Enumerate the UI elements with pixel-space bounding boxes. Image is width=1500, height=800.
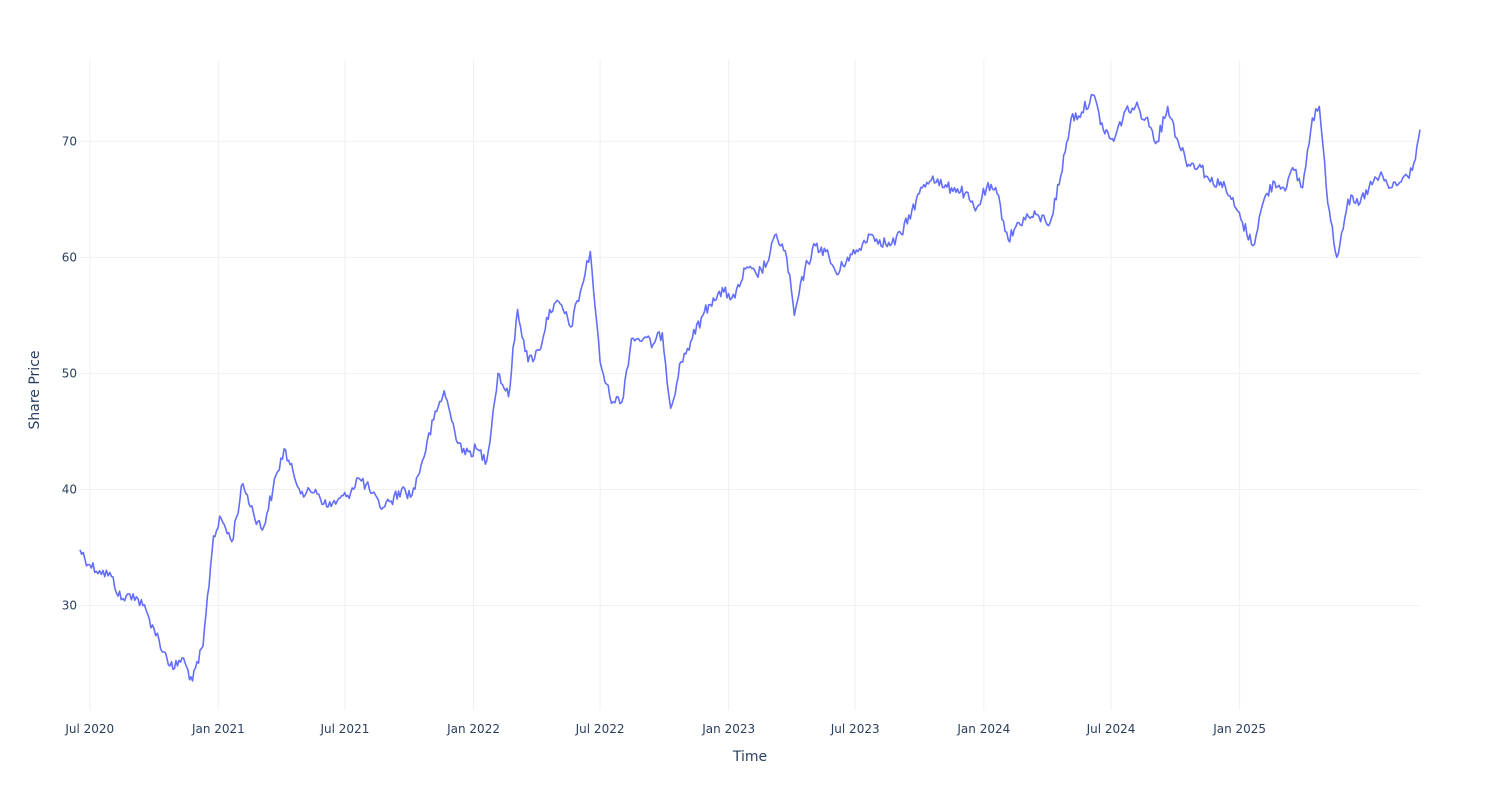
y-axis-title: Share Price (27, 350, 43, 429)
x-tick-label: Jan 2023 (701, 722, 755, 736)
y-tick-label: 70 (62, 134, 77, 148)
y-tick-label: 30 (62, 599, 77, 613)
y-tick-label: 50 (62, 366, 77, 380)
y-tick-label: 40 (62, 482, 77, 496)
x-tick-label: Jan 2024 (956, 722, 1010, 736)
x-tick-label: Jul 2021 (320, 722, 370, 736)
x-tick-label: Jul 2020 (64, 722, 114, 736)
x-tick-labels: Jul 2020 Jan 2021 Jul 2021 Jan 2022 Jul 2022… (64, 722, 1266, 736)
x-tick-label: Jan 2022 (446, 722, 500, 736)
series-line (79, 94, 1421, 682)
x-tick-label: Jan 2021 (191, 722, 245, 736)
x-tick-label: Jul 2024 (1086, 722, 1136, 736)
x-gridlines (89, 60, 1241, 710)
y-tick-label: 60 (62, 250, 77, 264)
x-tick-label: Jul 2022 (575, 722, 625, 736)
x-tick-label: Jan 2025 (1212, 722, 1266, 736)
x-tick-label: Jul 2023 (830, 722, 880, 736)
y-tick-labels: 30 40 50 60 70 (62, 134, 77, 612)
series-group (79, 94, 1421, 682)
y-gridlines (80, 140, 1420, 607)
x-axis-title: Time (732, 749, 767, 765)
